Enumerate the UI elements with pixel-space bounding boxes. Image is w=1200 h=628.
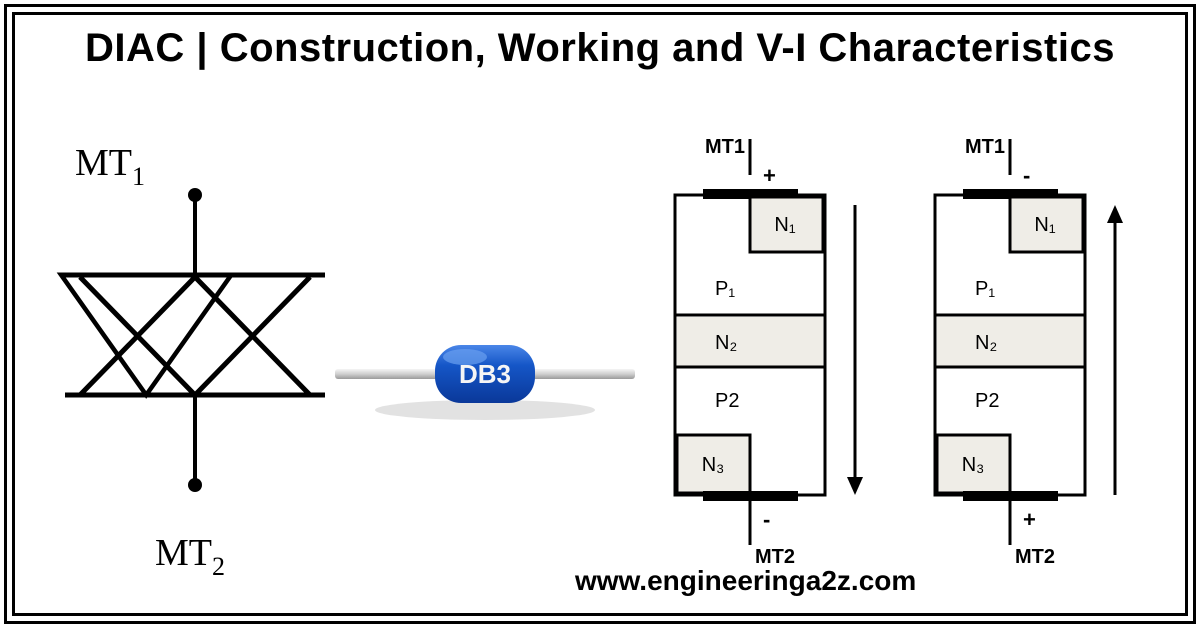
layer-diagram-reverse: MT1 - N₁ P₁ N₂ P2 N₃ + MT2 <box>915 135 1135 575</box>
ld2-n1-label: N₁ <box>1034 214 1055 236</box>
ld2-bottom-contact <box>963 491 1058 501</box>
ld2-mt2-label: MT2 <box>1015 546 1055 568</box>
mt1-label: MT1 <box>75 142 145 191</box>
component-label: DB3 <box>459 359 511 389</box>
ld1-arrow-head <box>847 477 863 495</box>
lead-right <box>525 369 635 379</box>
ld2-bottom-sign: + <box>1023 507 1036 532</box>
diac-component: DB3 <box>335 315 635 435</box>
v-up <box>80 277 310 395</box>
ld2-arrow-head <box>1107 205 1123 223</box>
website-url: www.engineeringa2z.com <box>575 565 916 597</box>
ld2-top-sign: - <box>1023 163 1030 188</box>
content-area: MT1 <box>35 135 1165 603</box>
layer-diagram-forward: MT1 + N₁ P₁ N₂ P2 N₃ - MT2 <box>655 135 875 575</box>
ld1-n2-fill <box>677 317 823 367</box>
inner-frame: DIAC | Construction, Working and V-I Cha… <box>12 12 1188 616</box>
diac-symbol: MT1 <box>45 135 345 595</box>
mt2-node <box>188 478 202 492</box>
ld1-n2-label: N₂ <box>715 332 737 354</box>
ld2-p2-label: P2 <box>975 390 999 412</box>
ld2-n2-fill <box>937 317 1083 367</box>
ld1-n3-label: N₃ <box>702 454 725 476</box>
ld2-n2-label: N₂ <box>975 332 997 354</box>
lead-left <box>335 369 445 379</box>
ld2-p1-label: P₁ <box>975 278 995 300</box>
ld1-mt1-label: MT1 <box>705 136 745 158</box>
ld1-n1-label: N₁ <box>774 214 795 236</box>
triangle-down <box>61 275 231 395</box>
mt2-label: MT2 <box>155 532 225 581</box>
ld1-bottom-sign: - <box>763 507 770 532</box>
ld1-top-sign: + <box>763 163 776 188</box>
ld2-n3-label: N₃ <box>962 454 985 476</box>
ld1-p1-label: P₁ <box>715 278 735 300</box>
v-down <box>80 277 310 395</box>
ld1-bottom-contact <box>703 491 798 501</box>
ld1-p2-label: P2 <box>715 390 739 412</box>
ld2-mt1-label: MT1 <box>965 136 1005 158</box>
page-title: DIAC | Construction, Working and V-I Cha… <box>15 25 1185 71</box>
